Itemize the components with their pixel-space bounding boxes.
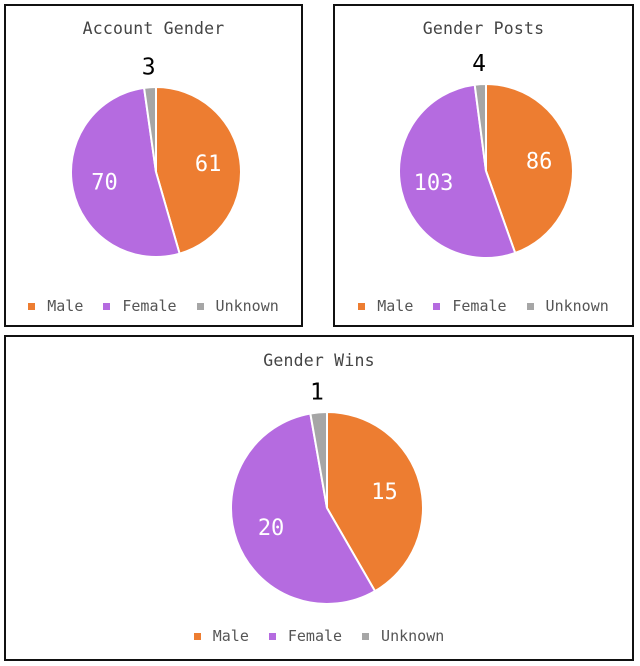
legend-label: Male xyxy=(47,297,84,315)
legend-item-unknown: Unknown xyxy=(196,297,279,315)
data-label-unknown: 3 xyxy=(142,54,156,80)
pie-chart: 15 20 1 xyxy=(230,379,424,605)
legend-swatch-female xyxy=(103,302,111,310)
legend-swatch-unknown xyxy=(362,632,370,640)
legend-label: Female xyxy=(452,297,507,315)
slice-unknown xyxy=(473,82,487,172)
chart-panel-gender-posts: Gender Posts 86 103 4 Male Female Unknown xyxy=(333,4,634,327)
pie-chart: 86 103 4 xyxy=(398,51,574,259)
slice-female xyxy=(398,83,517,259)
legend-swatch-male xyxy=(28,302,36,310)
data-label-male: 15 xyxy=(371,480,398,505)
data-label-male: 61 xyxy=(195,152,222,177)
slice-unknown xyxy=(309,410,328,509)
chart-title: Account Gender xyxy=(82,19,225,38)
legend-item-female: Female xyxy=(268,627,343,645)
legend-item-male: Male xyxy=(358,297,413,315)
legend-swatch-female xyxy=(268,632,276,640)
data-label-unknown: 4 xyxy=(472,51,486,77)
chart-legend: Male Female Unknown xyxy=(6,627,632,645)
legend-item-unknown: Unknown xyxy=(526,297,609,315)
chart-panel-account-gender: Account Gender 61 70 3 Male Female Unknown xyxy=(4,4,303,327)
slice-female xyxy=(70,86,181,258)
chart-panel-gender-wins: Gender Wins 15 20 1 Male Female Unknown xyxy=(4,335,634,661)
slice-male xyxy=(326,410,424,593)
legend-label: Female xyxy=(287,627,343,645)
legend-swatch-female xyxy=(433,302,441,310)
legend-item-female: Female xyxy=(433,297,507,315)
legend-swatch-male xyxy=(358,302,366,310)
slice-male xyxy=(485,82,574,255)
legend-swatch-male xyxy=(193,632,201,640)
chart-legend: Male Female Unknown xyxy=(6,297,301,315)
legend-label: Male xyxy=(377,297,414,315)
legend-swatch-unknown xyxy=(526,302,534,310)
legend-label: Female xyxy=(122,297,177,315)
legend-label: Unknown xyxy=(215,297,279,315)
chart-title: Gender Posts xyxy=(422,19,545,38)
data-label-unknown: 1 xyxy=(310,379,324,405)
legend-item-male: Male xyxy=(193,627,249,645)
legend-item-male: Male xyxy=(28,297,83,315)
slice-female xyxy=(230,412,377,605)
slice-male xyxy=(155,85,242,255)
data-label-male: 86 xyxy=(526,149,553,174)
data-label-female: 103 xyxy=(414,171,454,196)
legend-label: Male xyxy=(212,627,249,645)
legend-label: Unknown xyxy=(545,297,609,315)
data-label-female: 70 xyxy=(91,171,118,196)
slice-unknown xyxy=(142,85,157,173)
chart-legend: Male Female Unknown xyxy=(335,297,632,315)
pie-chart: 61 70 3 xyxy=(70,54,242,258)
legend-item-female: Female xyxy=(103,297,177,315)
legend-item-unknown: Unknown xyxy=(362,627,444,645)
data-label-female: 20 xyxy=(258,516,285,541)
legend-swatch-unknown xyxy=(196,302,204,310)
chart-title: Gender Wins xyxy=(263,351,375,370)
legend-label: Unknown xyxy=(381,627,445,645)
